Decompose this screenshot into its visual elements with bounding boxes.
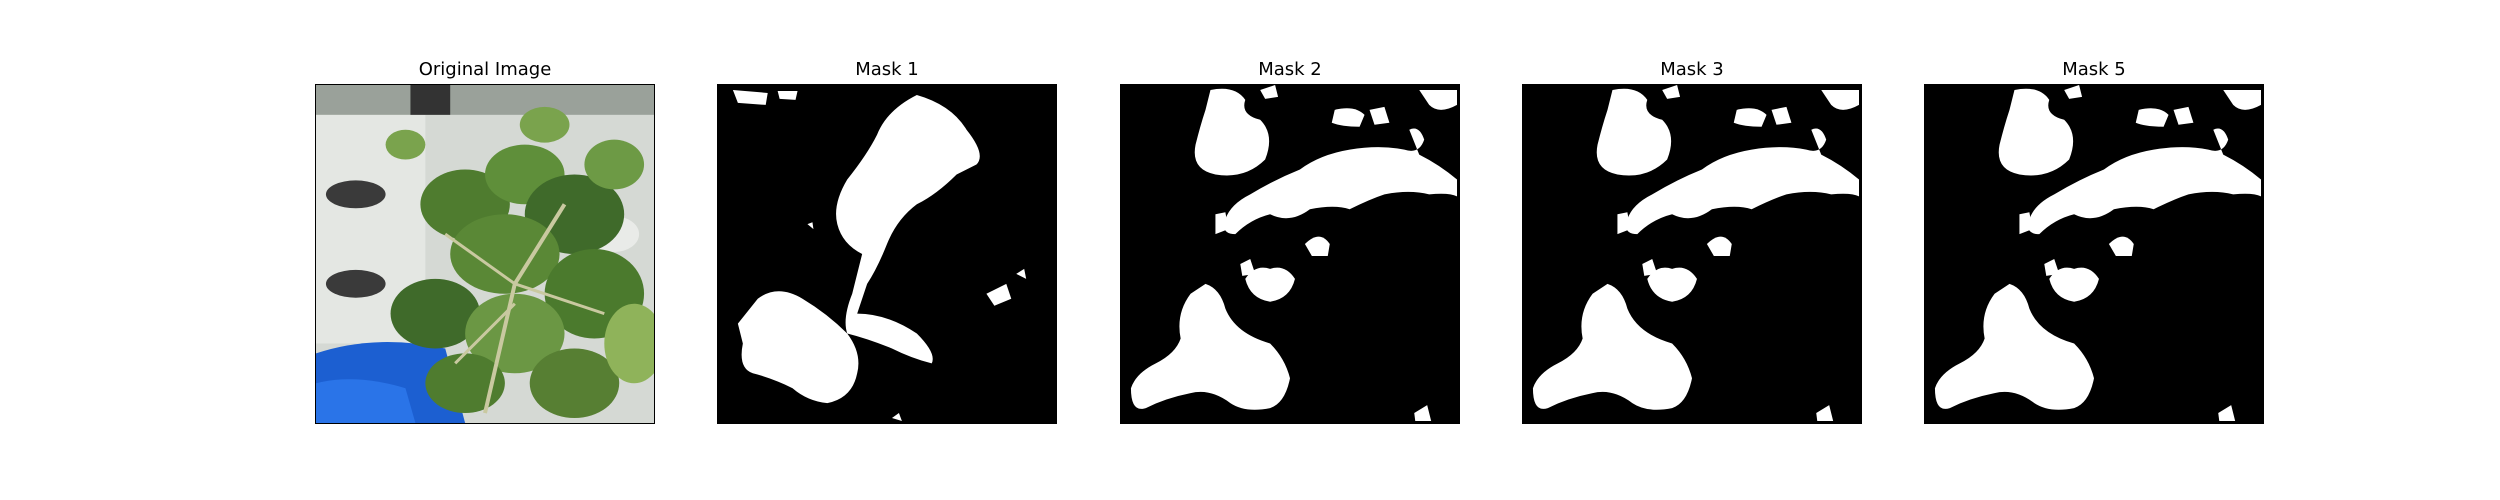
mask-image — [717, 84, 1057, 424]
panel-title: Original Image — [418, 59, 552, 80]
panel-title: Mask 2 — [1258, 59, 1322, 80]
panel-mask-1: Mask 1 — [717, 58, 1057, 424]
mask-image — [1924, 84, 2264, 424]
original-image — [315, 84, 655, 424]
panel-original-image: Original Image — [315, 58, 655, 424]
panel-mask-3: Mask 3 — [1522, 58, 1862, 424]
panel-title: Mask 5 — [2062, 59, 2126, 80]
mask-3-shape — [1523, 85, 1861, 423]
mask-1-shape — [718, 85, 1056, 423]
plant-photo — [316, 85, 654, 423]
mask-5-shape — [1925, 85, 2263, 423]
mask-blobs — [1130, 85, 1458, 422]
panel-mask-5: Mask 5 — [1924, 58, 2264, 424]
mask-blobs — [1532, 85, 1860, 422]
panel-title: Mask 1 — [855, 59, 919, 80]
panel-mask-2: Mask 2 — [1120, 58, 1460, 424]
mask-image — [1120, 84, 1460, 424]
mask-image — [1522, 84, 1862, 424]
panel-title: Mask 3 — [1660, 59, 1724, 80]
mask-2-shape — [1121, 85, 1459, 423]
mask-blobs — [1934, 85, 2262, 422]
